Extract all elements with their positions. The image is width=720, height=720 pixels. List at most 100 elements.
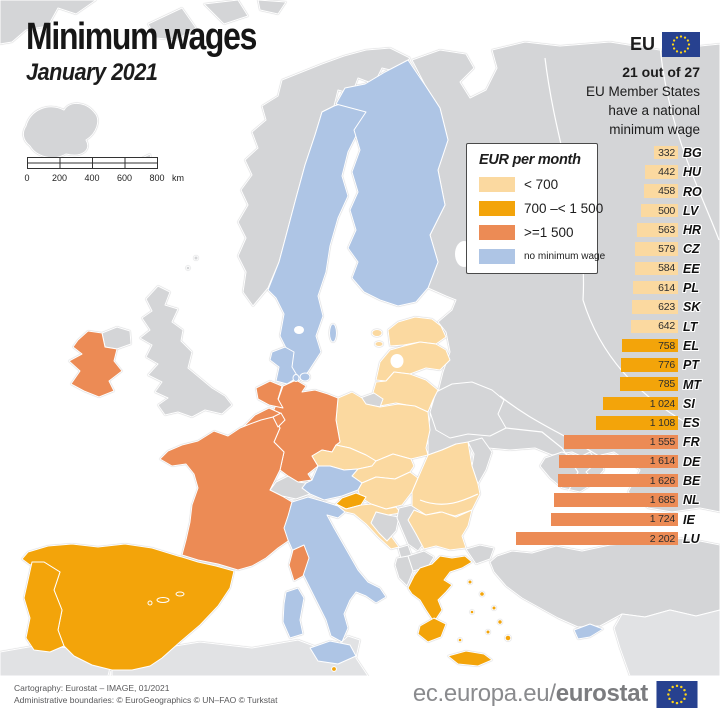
chart-row: 332 BG [516, 143, 702, 162]
legend-title: EUR per month [479, 152, 581, 168]
river [582, 299, 696, 429]
wage-value: 563 [658, 223, 675, 236]
wage-value: 579 [658, 243, 675, 256]
wage-bar: 2 202 [516, 531, 678, 546]
river-danube [419, 493, 479, 505]
aegean-island [485, 629, 491, 635]
scale-tick: 400 [84, 173, 100, 183]
wage-value: 758 [658, 339, 675, 352]
country-code-label: LT [683, 319, 698, 334]
eu-flag-icon [656, 680, 698, 708]
wage-bar: 1 024 [603, 396, 678, 411]
country-code-label: BG [683, 146, 702, 160]
legend-label: >=1 500 [524, 225, 574, 240]
country-code-label: IE [683, 512, 695, 527]
wage-value: 1 614 [649, 455, 675, 468]
wage-value: 623 [658, 301, 675, 314]
scale-ticks: km 0 200 400 600 800 [24, 173, 197, 186]
country-code-label: PT [683, 358, 699, 373]
wage-bar: 442 [645, 165, 678, 179]
wage-bar: 563 [637, 223, 678, 237]
island-funen [292, 374, 300, 382]
island-svalbard [257, 0, 287, 15]
chart-row: 758 EL [516, 336, 699, 355]
chart-row: 458 RO [516, 182, 702, 201]
country-code-label: PL [683, 281, 699, 296]
note-count: 21 out of 27 [622, 64, 700, 80]
legend-swatch [479, 249, 515, 264]
region-northern-ireland [101, 326, 132, 350]
note-line: minimum wage [609, 122, 700, 137]
island-crete [447, 650, 493, 667]
island-svalbard [147, 7, 197, 41]
river [499, 395, 609, 463]
wage-value: 614 [658, 281, 675, 294]
region-peloponnese [417, 617, 447, 643]
country-estonia [387, 316, 447, 347]
wage-value: 1 108 [649, 416, 675, 429]
chart-row: 642 LT [516, 317, 697, 336]
site-block: ec.europa.eu/eurostat [413, 680, 698, 708]
country-code-label: LV [683, 203, 699, 218]
country-ireland [68, 330, 123, 398]
chart-row: 1 555 FR [516, 432, 700, 451]
credits: Cartography: Eurostat – IMAGE, 01/2021 A… [14, 683, 278, 706]
chart-row: 1 024 SI [516, 394, 695, 413]
legend-label: no minimum wage [524, 251, 606, 262]
legend-label: 700 –< 1 500 [524, 201, 604, 216]
chart-row: 584 EE [516, 259, 700, 278]
country-netherlands [255, 380, 284, 409]
wage-bar: 1 626 [558, 473, 678, 488]
chart-row: 563 HR [516, 220, 701, 239]
aegean-island [479, 591, 485, 597]
island-gotland [329, 323, 337, 343]
country-code-label: DE [683, 454, 701, 469]
legend-item: 700 –< 1 500 [479, 201, 603, 216]
wage-bar: 332 [654, 145, 678, 160]
region-greenland [0, 0, 97, 45]
island-saaremaa [371, 329, 383, 337]
island-zealand [299, 372, 311, 382]
country-code-label: NL [683, 493, 700, 508]
country-code-label: SK [683, 300, 701, 315]
country-code-label: HR [683, 223, 702, 238]
country-malta [331, 666, 337, 672]
legend-item: < 700 [479, 177, 589, 192]
country-cyprus [573, 623, 604, 640]
eu-label: EU [629, 34, 655, 54]
wage-value: 500 [658, 204, 675, 217]
legend-item: no minimum wage [479, 249, 605, 264]
country-iceland [22, 103, 99, 159]
chart-row: 1 614 DE [516, 452, 700, 471]
country-code-label: MT [683, 377, 702, 392]
eu-flag-icon [662, 32, 700, 57]
chart-row: 579 CZ [516, 239, 700, 258]
wage-bar: 579 [635, 242, 678, 256]
chart-row: 1 724 IE [516, 510, 695, 529]
wage-value: 458 [658, 185, 675, 198]
wage-value: 642 [658, 320, 675, 333]
island-mallorca [156, 597, 170, 603]
page-title: Minimum wages [26, 16, 257, 58]
country-great-britain [139, 285, 233, 418]
wage-bar: 776 [621, 358, 678, 372]
wage-value: 776 [658, 358, 675, 371]
country-code-label: EL [683, 338, 699, 353]
legend-box: EUR per month < 700 700 –< 1 500 >=1 500 no… [466, 143, 605, 274]
wage-bar: 1 555 [564, 435, 678, 449]
chart-row: 1 108 ES [516, 413, 700, 432]
island-corsica [288, 544, 310, 582]
island-menorca [175, 591, 185, 597]
wage-bar: 1 614 [559, 454, 678, 469]
island-orkney [185, 265, 191, 271]
legend-swatch [479, 177, 515, 192]
wage-bar: 614 [633, 280, 678, 295]
chart-row: 2 202 LU [516, 529, 700, 548]
chart-row: 776 PT [516, 355, 699, 374]
wage-value: 1 626 [649, 474, 675, 487]
credit-boundaries: Administrative boundaries: © EuroGeograp… [14, 694, 278, 705]
island-shetland [193, 255, 199, 261]
legend-items: < 700 700 –< 1 500 >=1 500 no minimum wage [479, 177, 605, 264]
country-denmark [269, 346, 299, 385]
eurostat-url[interactable]: ec.europa.eu/eurostat [412, 680, 648, 707]
